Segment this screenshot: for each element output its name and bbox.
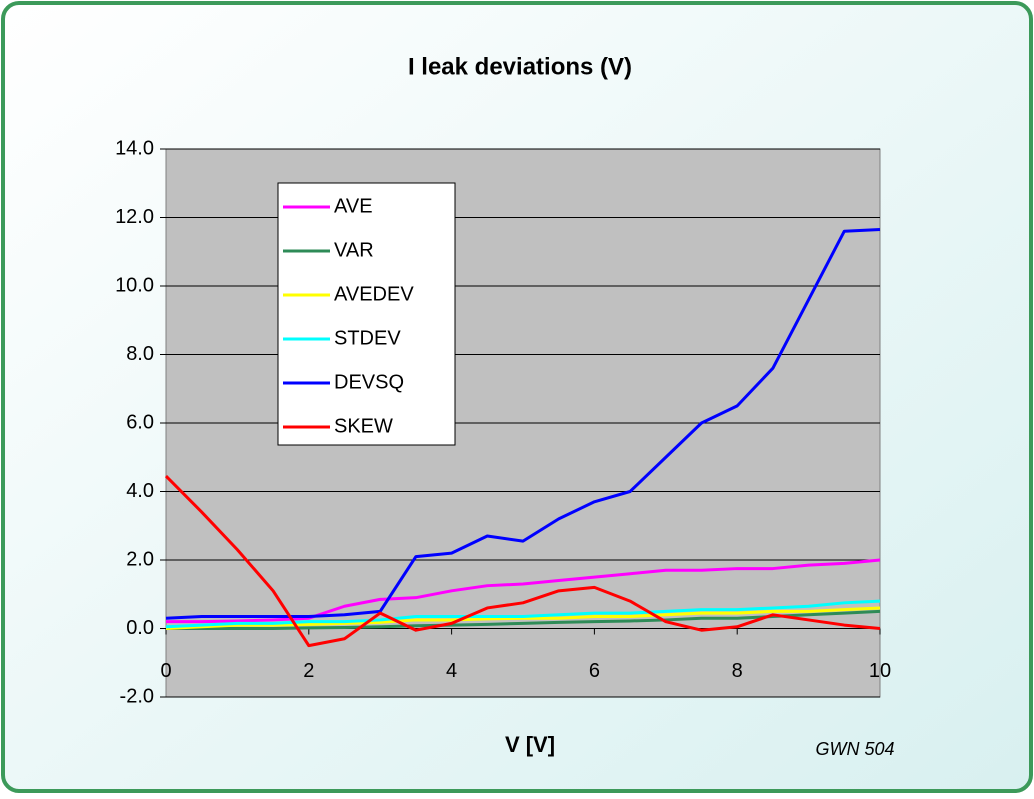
legend-label: AVE — [334, 195, 373, 217]
y-tick-label: 2.0 — [126, 548, 154, 570]
x-tick-label: 0 — [160, 660, 171, 682]
x-tick-label: 10 — [869, 660, 891, 682]
y-tick-label: 8.0 — [126, 343, 154, 365]
series-line — [166, 609, 881, 630]
series-line — [165, 606, 881, 630]
y-tick-label: 4.0 — [126, 480, 154, 502]
series-line — [166, 558, 881, 624]
series-line — [165, 599, 881, 629]
chart-title: I leak deviations (V) — [408, 53, 632, 80]
y-tick-label: 14.0 — [115, 137, 154, 159]
legend-label: DEVSQ — [334, 371, 404, 393]
y-tick-label: 12.0 — [115, 206, 154, 228]
series-line — [164, 475, 881, 648]
x-tick-label: 2 — [303, 660, 314, 682]
legend — [277, 182, 456, 446]
annotation: GWN 504 — [815, 739, 894, 759]
legend-label: AVEDEV — [334, 283, 414, 305]
series-line — [165, 227, 881, 620]
x-tick-label: 8 — [732, 660, 743, 682]
legend-label: SKEW — [334, 415, 393, 437]
y-tick-label: 6.0 — [126, 411, 154, 433]
legend-label: VAR — [334, 239, 374, 261]
x-tick-label: 4 — [446, 660, 457, 682]
legend-label: STDEV — [334, 327, 401, 349]
y-tick-label: 0.0 — [126, 617, 154, 639]
y-tick-label: 10.0 — [115, 274, 154, 296]
x-tick-label: 6 — [589, 660, 600, 682]
x-axis-label: V [V] — [505, 732, 555, 757]
y-tick-label: -2.0 — [120, 685, 154, 707]
